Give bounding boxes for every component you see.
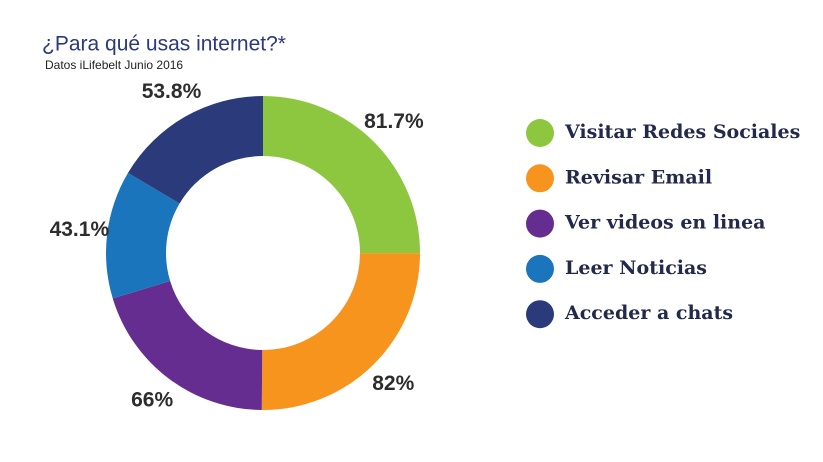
legend-label: Visitar Redes Sociales bbox=[564, 121, 800, 143]
legend-label: Acceder a chats bbox=[564, 302, 733, 324]
legend-marker bbox=[526, 209, 554, 238]
donut-segment bbox=[263, 96, 420, 254]
donut-segment bbox=[128, 96, 263, 204]
chart-title: ¿Para qué usas internet?* bbox=[42, 33, 286, 56]
legend-marker bbox=[526, 119, 554, 147]
legend-marker bbox=[526, 254, 554, 283]
value-label: 53.8% bbox=[142, 80, 202, 103]
donut-segment bbox=[261, 253, 420, 410]
legend-marker bbox=[526, 300, 554, 329]
donut-segment bbox=[106, 172, 180, 299]
value-label: 82% bbox=[372, 372, 414, 395]
legend-label: Leer Noticias bbox=[565, 257, 707, 279]
legend-label: Ver videos en linea bbox=[564, 212, 766, 234]
donut-segment bbox=[112, 281, 263, 410]
value-label: 43.1% bbox=[50, 218, 110, 241]
value-label: 66% bbox=[131, 389, 173, 412]
value-label: 81.7% bbox=[364, 110, 424, 133]
chart-subtitle: Datos iLifebelt Junio 2016 bbox=[45, 58, 183, 72]
legend-label: Revisar Email bbox=[565, 166, 712, 188]
legend-marker bbox=[526, 164, 554, 193]
